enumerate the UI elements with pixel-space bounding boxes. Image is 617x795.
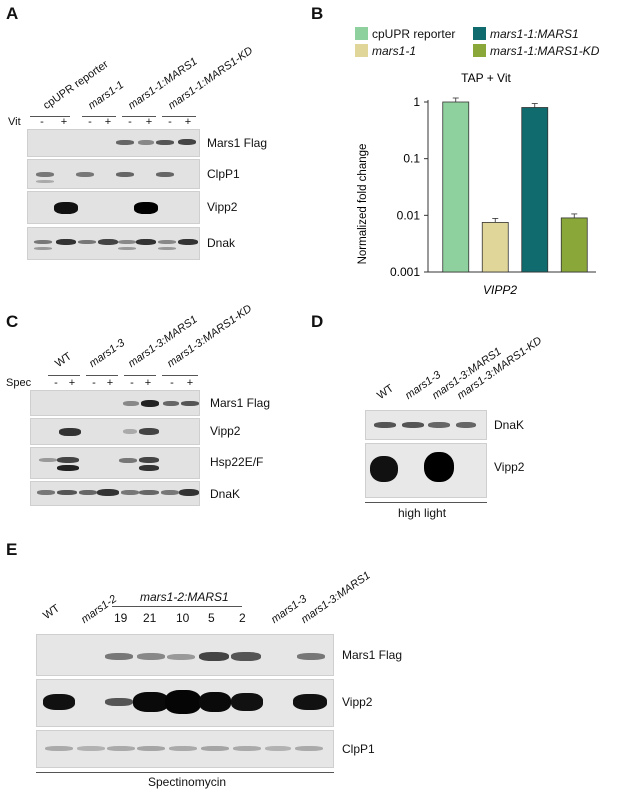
row-label-d-vipp2: Vipp2 (494, 460, 525, 474)
y-tick-label: 0.1 (403, 152, 420, 166)
blot-d-dnak (365, 410, 487, 440)
panel-c-letter: C (6, 312, 19, 331)
row-label-mars1-flag: Mars1 Flag (207, 136, 268, 150)
row-label-e-clpp1: ClpP1 (342, 742, 375, 756)
blot-d-vipp2 (365, 443, 487, 498)
plus-sign: + (106, 377, 114, 389)
plus-sign: + (68, 377, 76, 389)
y-tick-label: 0.01 (397, 208, 421, 222)
strain-label-mars1-3: mars1-3 (87, 337, 128, 370)
row-label-c-mars1-flag: Mars1 Flag (210, 396, 271, 410)
condition-label-spectinomycin: Spectinomycin (148, 775, 227, 789)
lane-number: 19 (114, 611, 128, 625)
plus-sign: + (145, 116, 153, 128)
lane-label-e-mars1-3-mars1: mars1-3:MARS1 (299, 569, 373, 626)
lane-number: 10 (176, 611, 190, 625)
strain-label-mars1-1-mars1: mars1-1:MARS1 (126, 55, 200, 112)
legend-swatch-cpupr (355, 27, 368, 40)
strain-label-mars1-1: mars1-1 (86, 79, 127, 112)
blot-a-mars1-flag (27, 129, 200, 157)
group-label-mars1-2-mars1: mars1-2:MARS1 (140, 590, 229, 604)
bar-mars1-1-mars1-kd (560, 217, 588, 273)
blot-a-clpp1 (27, 159, 200, 189)
chart-title: TAP + Vit (461, 71, 511, 85)
treatment-label-spec: Spec (6, 377, 32, 389)
y-tick-label: 0.001 (390, 265, 420, 279)
panel-d-letter: D (311, 312, 324, 331)
row-label-vipp2: Vipp2 (207, 200, 238, 214)
blot-c-vipp2 (30, 418, 200, 445)
strain-label-wt: WT (53, 350, 75, 370)
chart-ylabel: Normalized fold change (357, 144, 369, 265)
panel-b-letter: B (311, 4, 324, 23)
minus-sign: - (130, 377, 134, 389)
bar-cpupr-reporter (442, 101, 470, 273)
plus-sign: + (60, 116, 68, 128)
blot-e-vipp2 (36, 679, 334, 727)
lane-number: 21 (143, 611, 157, 625)
legend-swatch-mars1-1-mars1 (473, 27, 486, 40)
legend-swatch-mars1-1 (355, 44, 368, 57)
row-label-c-hsp22ef: Hsp22E/F (210, 455, 264, 469)
minus-sign: - (128, 116, 132, 128)
minus-sign: - (170, 377, 174, 389)
blot-c-mars1-flag (30, 390, 200, 416)
blot-e-clpp1 (36, 730, 334, 768)
panel-e-letter: E (6, 540, 18, 559)
plus-sign: + (186, 377, 194, 389)
blot-a-vipp2 (27, 191, 200, 224)
row-label-d-dnak: DnaK (494, 418, 525, 432)
legend-label-mars1-1-mars1: mars1-1:MARS1 (490, 27, 579, 41)
row-label-dnak: Dnak (207, 236, 236, 250)
plus-sign: + (104, 116, 112, 128)
row-label-e-mars1-flag: Mars1 Flag (342, 648, 403, 662)
condition-label-high-light: high light (398, 506, 447, 520)
blot-e-mars1-flag (36, 634, 334, 676)
minus-sign: - (168, 116, 172, 128)
minus-sign: - (92, 377, 96, 389)
bar-mars1-1 (481, 222, 509, 273)
legend-label-mars1-1-mars1-kd: mars1-1:MARS1-KD (490, 44, 600, 58)
minus-sign: - (40, 116, 44, 128)
legend-label-cpupr: cpUPR reporter (372, 27, 456, 41)
bar-mars1-1-mars1 (521, 107, 549, 273)
row-label-c-dnak: DnaK (210, 487, 241, 501)
legend-swatch-mars1-1-mars1-kd (473, 44, 486, 57)
y-tick-label: 1 (413, 95, 420, 109)
blot-c-hsp22ef (30, 447, 200, 479)
chart-bars (442, 97, 588, 273)
plus-sign: + (184, 116, 192, 128)
strain-label-d-wt: WT (375, 382, 397, 402)
bar-chart-vipp2: TAP + Vit Normalized fold change VIPP2 1… (357, 71, 596, 297)
chart-xlabel: VIPP2 (483, 283, 517, 297)
row-label-clpp1: ClpP1 (207, 167, 240, 181)
lane-label-e-wt: WT (41, 602, 63, 622)
blot-c-dnak (30, 481, 200, 506)
lane-number: 2 (239, 611, 246, 625)
strain-label-mars1-3-mars1: mars1-3:MARS1 (126, 313, 200, 370)
minus-sign: - (88, 116, 92, 128)
blot-a-dnak (27, 227, 200, 260)
lane-number: 5 (208, 611, 215, 625)
chart-ticks: 1 0.1 0.01 0.001 (390, 95, 428, 279)
legend-label-mars1-1: mars1-1 (372, 44, 417, 58)
treatment-label-vit: Vit (8, 116, 21, 128)
panel-a-letter: A (6, 4, 19, 23)
minus-sign: - (54, 377, 58, 389)
row-label-c-vipp2: Vipp2 (210, 424, 241, 438)
row-label-e-vipp2: Vipp2 (342, 695, 373, 709)
plus-sign: + (144, 377, 152, 389)
